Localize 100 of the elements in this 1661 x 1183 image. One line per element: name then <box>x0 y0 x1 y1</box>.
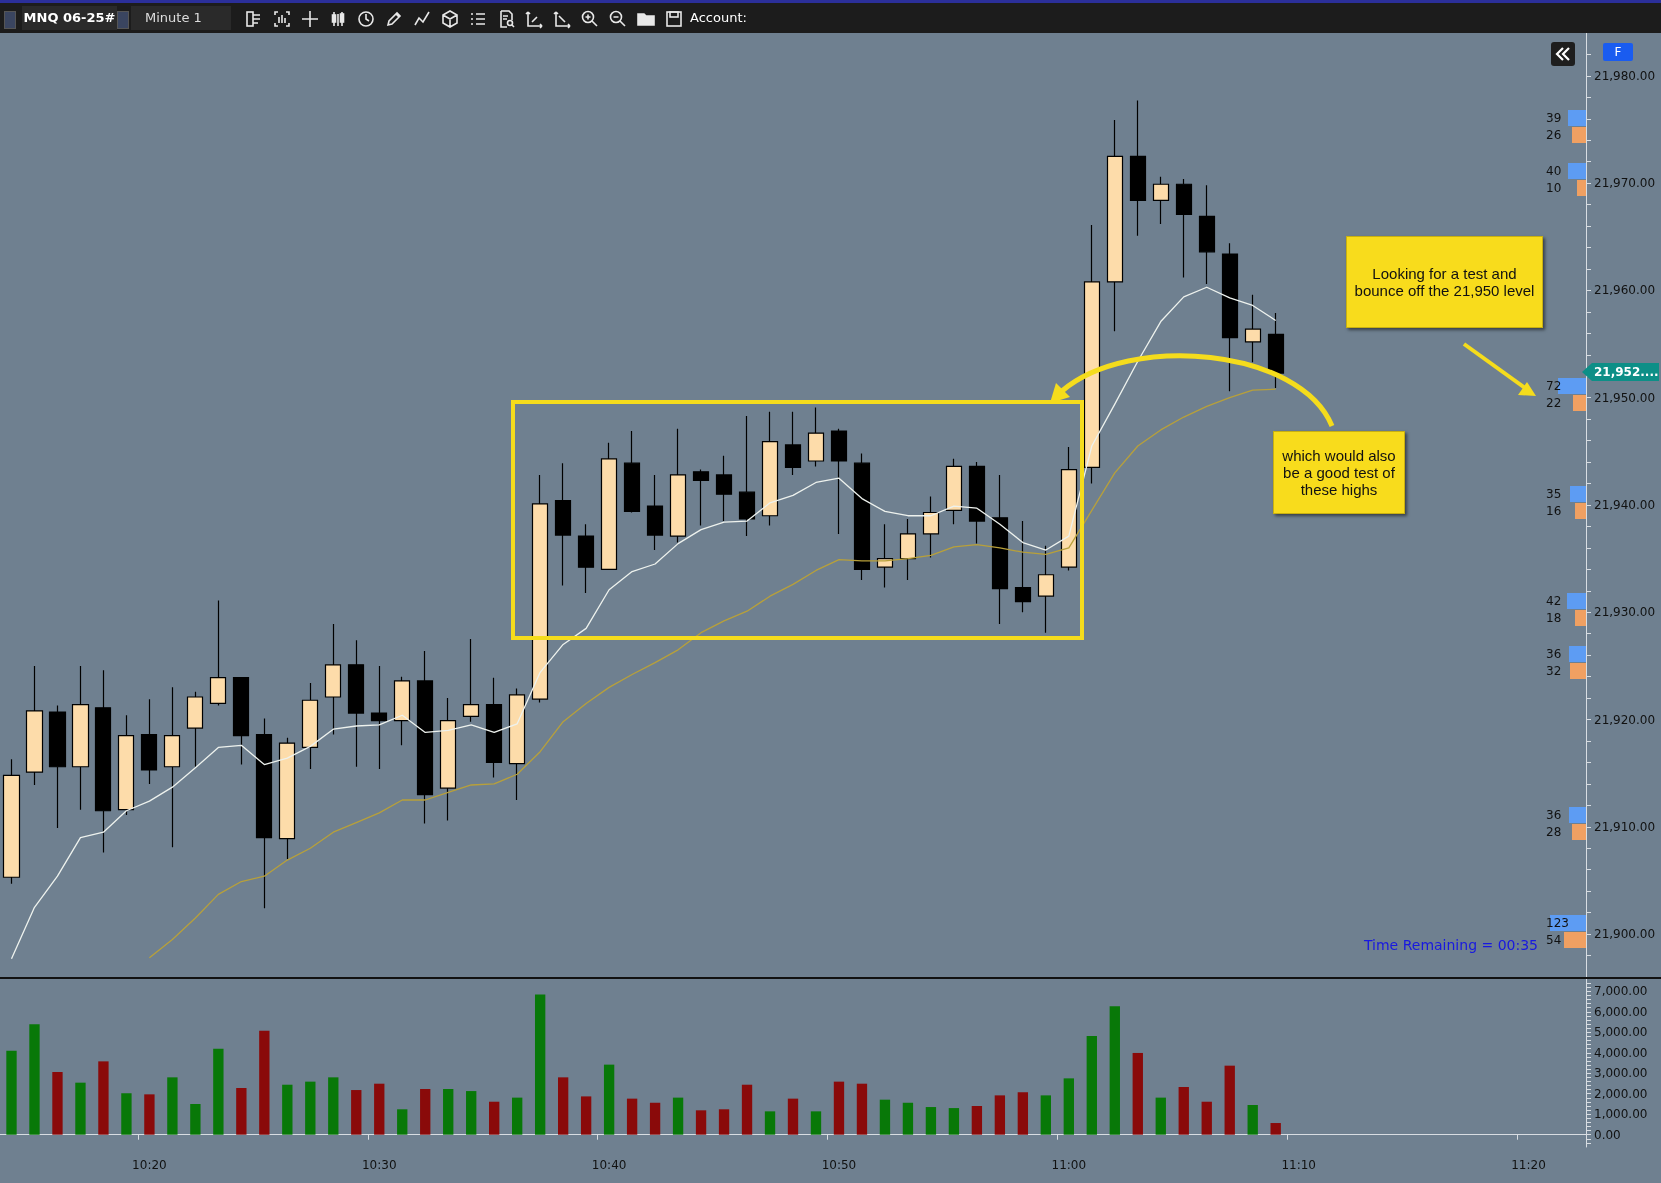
candlestick <box>1244 294 1262 363</box>
annotation: 123 <box>1546 915 1569 931</box>
y-tick-label: 21,930.00 <box>1594 605 1656 620</box>
bar <box>1201 1101 1212 1135</box>
bar <box>718 1109 730 1135</box>
annotation: 26 <box>1546 127 1562 143</box>
bar <box>1109 1006 1120 1135</box>
bar <box>626 1098 638 1135</box>
y-tick-label: 21,910.00 <box>1594 819 1656 834</box>
bar <box>672 1097 684 1135</box>
candlestick <box>255 717 273 909</box>
candlestick <box>1129 99 1147 237</box>
y-tick-label: 4,000.00 <box>1594 1045 1648 1060</box>
bar <box>1040 1095 1052 1135</box>
x-tick-label: 10:50 <box>821 1158 857 1172</box>
order-flow-tag: 36 28 <box>1544 806 1586 842</box>
candlestick <box>830 428 848 535</box>
candlestick <box>186 691 204 768</box>
order-flow-tag: 35 16 <box>1544 485 1586 521</box>
candlestick <box>738 415 756 537</box>
bar <box>397 1109 408 1135</box>
candlestick <box>347 639 365 768</box>
bar <box>1017 1092 1029 1135</box>
order-flow-tag: 36 32 <box>1544 645 1586 681</box>
line-series <box>148 388 1277 959</box>
note-box: Looking for a test and bounce off the 21,950 level <box>1346 236 1543 328</box>
bar <box>1086 1035 1097 1135</box>
note-box: which would also be a good test of these highs <box>1273 431 1405 514</box>
bar <box>489 1101 500 1135</box>
annotation: 39 <box>1546 110 1562 126</box>
candlestick <box>508 687 526 801</box>
chart-title: MNQ 06-25# <box>22 6 117 30</box>
text: F <box>1603 43 1633 61</box>
candlestick <box>922 495 940 559</box>
candlestick <box>416 650 434 825</box>
line-series <box>10 286 1277 960</box>
candlestick <box>48 705 67 829</box>
bar <box>512 1097 523 1135</box>
bar <box>557 1077 569 1135</box>
candlestick <box>278 737 296 860</box>
y-tick-label: 5,000.00 <box>1594 1025 1648 1040</box>
candlestick <box>968 461 986 545</box>
candlestick <box>531 474 549 703</box>
bar <box>29 1024 40 1135</box>
bar <box>6 1050 17 1135</box>
candlestick <box>370 665 388 770</box>
candlestick <box>807 406 825 467</box>
annotation: Time Remaining = 00:35 <box>1363 937 1538 953</box>
candlestick <box>71 665 90 811</box>
bar <box>580 1096 592 1135</box>
bar <box>1132 1052 1143 1135</box>
bar <box>1155 1097 1166 1135</box>
annotation: 35 <box>1546 486 1562 502</box>
bar <box>810 1111 822 1135</box>
bar <box>948 1108 960 1135</box>
bar <box>167 1077 178 1135</box>
bar <box>351 1090 362 1135</box>
candlestick <box>1267 312 1285 389</box>
candlestick <box>1175 178 1193 279</box>
candlestick <box>324 623 342 736</box>
x-tick-label: 10:20 <box>132 1158 167 1172</box>
annotation: 22 <box>1546 395 1562 411</box>
bar <box>259 1030 270 1135</box>
bar <box>787 1098 799 1135</box>
candlestick <box>1014 520 1032 613</box>
x-tick-label: 11:10 <box>1281 1158 1316 1172</box>
price-tag: 21,952.... <box>1582 363 1659 381</box>
bar <box>236 1088 247 1135</box>
candlestick <box>945 458 963 525</box>
y-tick-label: 3,000.00 <box>1594 1066 1648 1081</box>
candlestick <box>25 665 44 786</box>
candlestick <box>439 697 457 821</box>
y-tick-label: 21,950.00 <box>1594 390 1656 405</box>
bar <box>994 1095 1006 1135</box>
bar <box>1224 1065 1235 1135</box>
bar <box>1063 1078 1074 1135</box>
bar <box>879 1099 891 1135</box>
bar <box>534 994 546 1135</box>
candlestick <box>853 452 871 581</box>
bar <box>328 1077 339 1135</box>
order-flow-tag: 42 18 <box>1544 592 1586 628</box>
candlestick <box>784 411 802 476</box>
order-flow-tag: 40 10 <box>1544 162 1586 198</box>
order-flow-tag: 123 54 <box>1544 914 1586 950</box>
candlestick <box>485 677 503 779</box>
y-tick-label: 1,000.00 <box>1594 1107 1648 1122</box>
bar <box>1178 1086 1189 1135</box>
annotation: 42 <box>1546 593 1562 609</box>
candlestick <box>1106 119 1124 332</box>
bar <box>925 1107 937 1135</box>
annotation: 36 <box>1546 646 1562 662</box>
y-tick-label: 7,000.00 <box>1594 984 1648 999</box>
x-tick-label: 10:40 <box>591 1158 627 1172</box>
bar <box>213 1048 224 1135</box>
bar <box>1247 1105 1258 1135</box>
candlestick <box>140 698 158 785</box>
chart-subtitle: Minute 1 <box>131 6 231 30</box>
bar <box>466 1091 477 1135</box>
bar <box>190 1103 201 1135</box>
bar <box>856 1083 868 1135</box>
